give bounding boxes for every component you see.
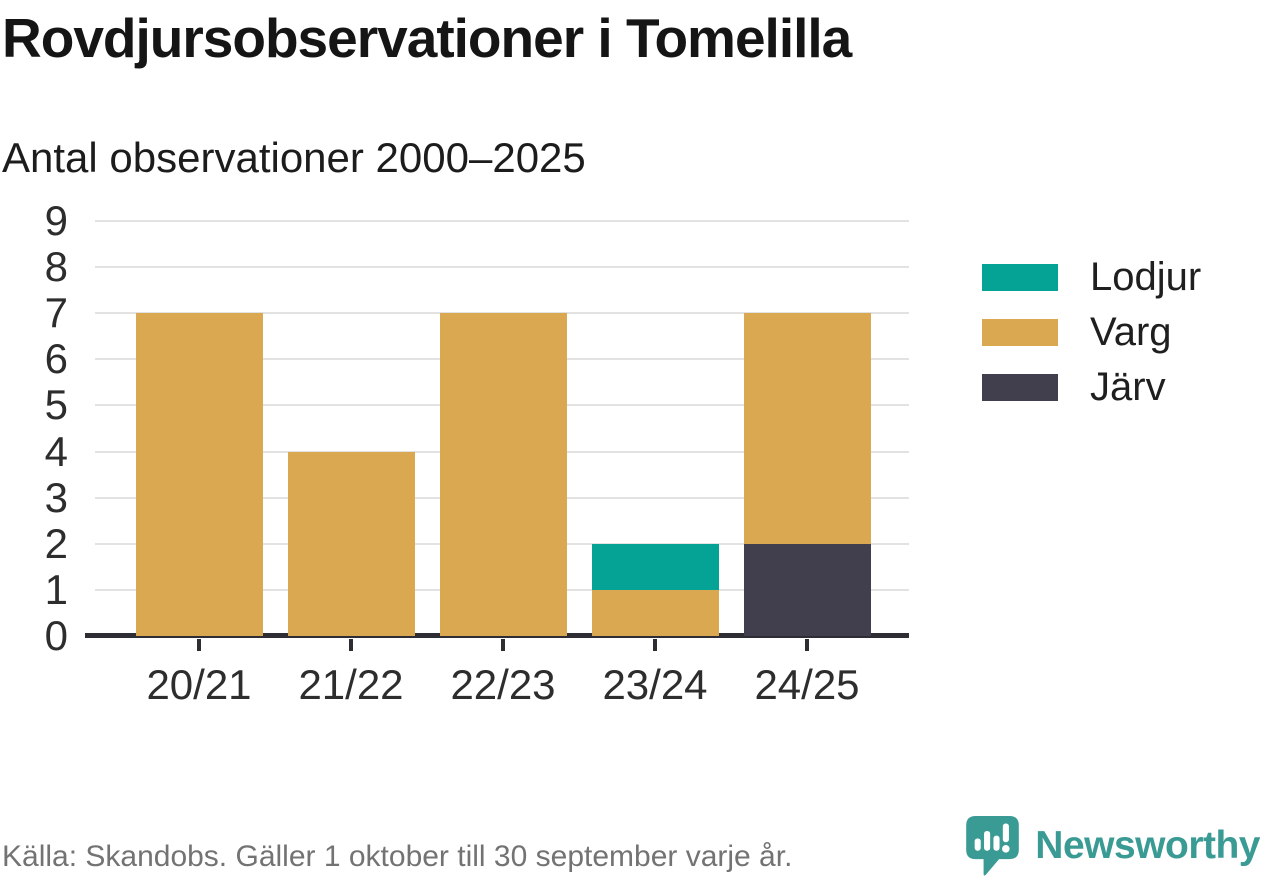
y-axis-label: 9: [44, 197, 68, 244]
page-title: Rovdjursobservationer i Tomelilla: [2, 7, 852, 69]
gridline: [95, 266, 909, 269]
legend-item-varg: Varg: [982, 305, 1201, 360]
plot-area: 20/21 21/22 22/23 23/24 24/25: [85, 220, 909, 708]
gridline: [95, 220, 909, 222]
bar-segment-lodjur-23/24: [591, 543, 719, 590]
y-axis-label: 0: [44, 612, 68, 659]
legend-label: Lodjur: [1090, 255, 1202, 299]
bar-segment-varg-22/23: [439, 313, 567, 636]
bar-segment-varg-21/22: [287, 451, 415, 636]
legend: Lodjur Varg Järv: [982, 250, 1201, 415]
x-axis-tick: [349, 639, 353, 651]
x-axis-tick: [197, 639, 201, 651]
bar-segment-varg-24/25: [743, 313, 871, 544]
legend-item-lodjur: Lodjur: [982, 250, 1201, 305]
y-axis-label: 3: [44, 473, 68, 521]
chart-subtitle: Antal observationer 2000–2025: [2, 134, 586, 181]
x-axis-label: 20/21: [146, 661, 252, 708]
newsworthy-logo-icon: [964, 815, 1021, 877]
legend-label: Järv: [1090, 365, 1166, 409]
x-axis-label: 24/25: [754, 661, 860, 708]
source-note: Källa: Skandobs. Gäller 1 oktober till 3…: [2, 840, 793, 873]
brand-name: Newsworthy: [1035, 824, 1260, 867]
x-axis-label: 21/22: [298, 661, 404, 708]
y-axis-label: 5: [44, 381, 68, 429]
bar-segment-järv-24/25: [743, 543, 871, 636]
x-axis-tick: [501, 639, 505, 651]
y-axis-label: 1: [44, 565, 68, 613]
legend-label: Varg: [1090, 310, 1172, 354]
legend-swatch: [982, 319, 1058, 346]
x-axis-tick: [653, 639, 657, 651]
bar-segment-varg-23/24: [591, 589, 719, 636]
gridline: [95, 312, 909, 315]
newsworthy-brand[interactable]: Newsworthy: [964, 815, 1260, 877]
bar-segment-varg-20/21: [135, 313, 263, 636]
x-axis-tick: [805, 639, 809, 651]
x-axis-label: 22/23: [450, 661, 556, 708]
y-axis-label: 8: [44, 243, 68, 291]
y-axis-label: 4: [44, 427, 68, 475]
x-axis-label: 23/24: [602, 661, 708, 708]
legend-swatch: [982, 374, 1058, 401]
y-axis-label: 7: [44, 289, 68, 337]
legend-item-järv: Järv: [982, 360, 1201, 415]
legend-swatch: [982, 264, 1058, 291]
y-axis-label: 6: [44, 335, 68, 383]
y-axis-label: 2: [44, 519, 68, 567]
